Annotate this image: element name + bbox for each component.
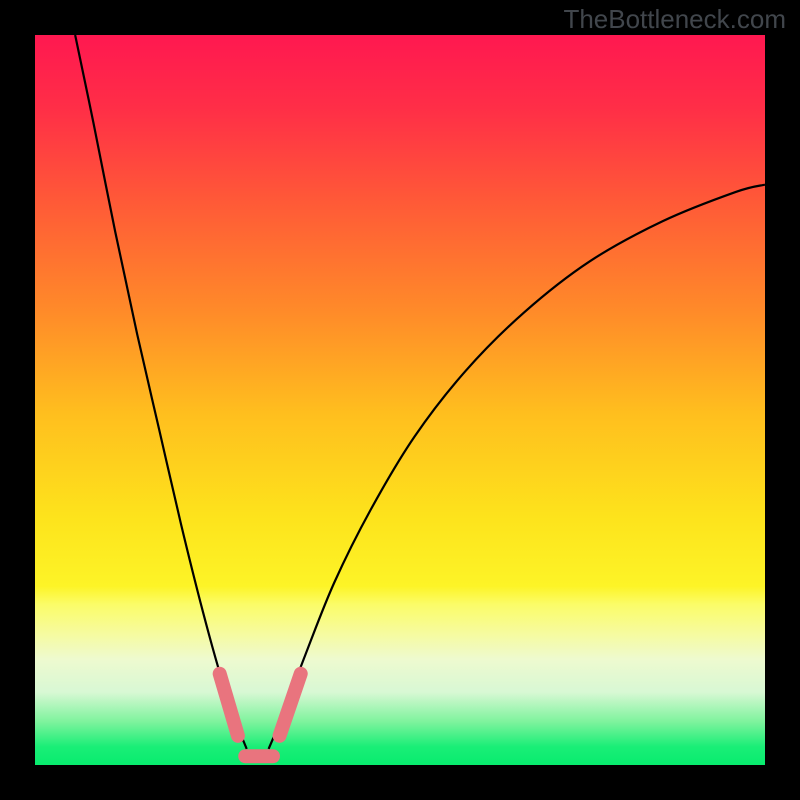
chart-svg — [35, 35, 765, 765]
watermark-text: TheBottleneck.com — [563, 4, 786, 35]
gradient-background — [35, 35, 765, 765]
stage: TheBottleneck.com — [0, 0, 800, 800]
plot-area — [35, 35, 765, 765]
